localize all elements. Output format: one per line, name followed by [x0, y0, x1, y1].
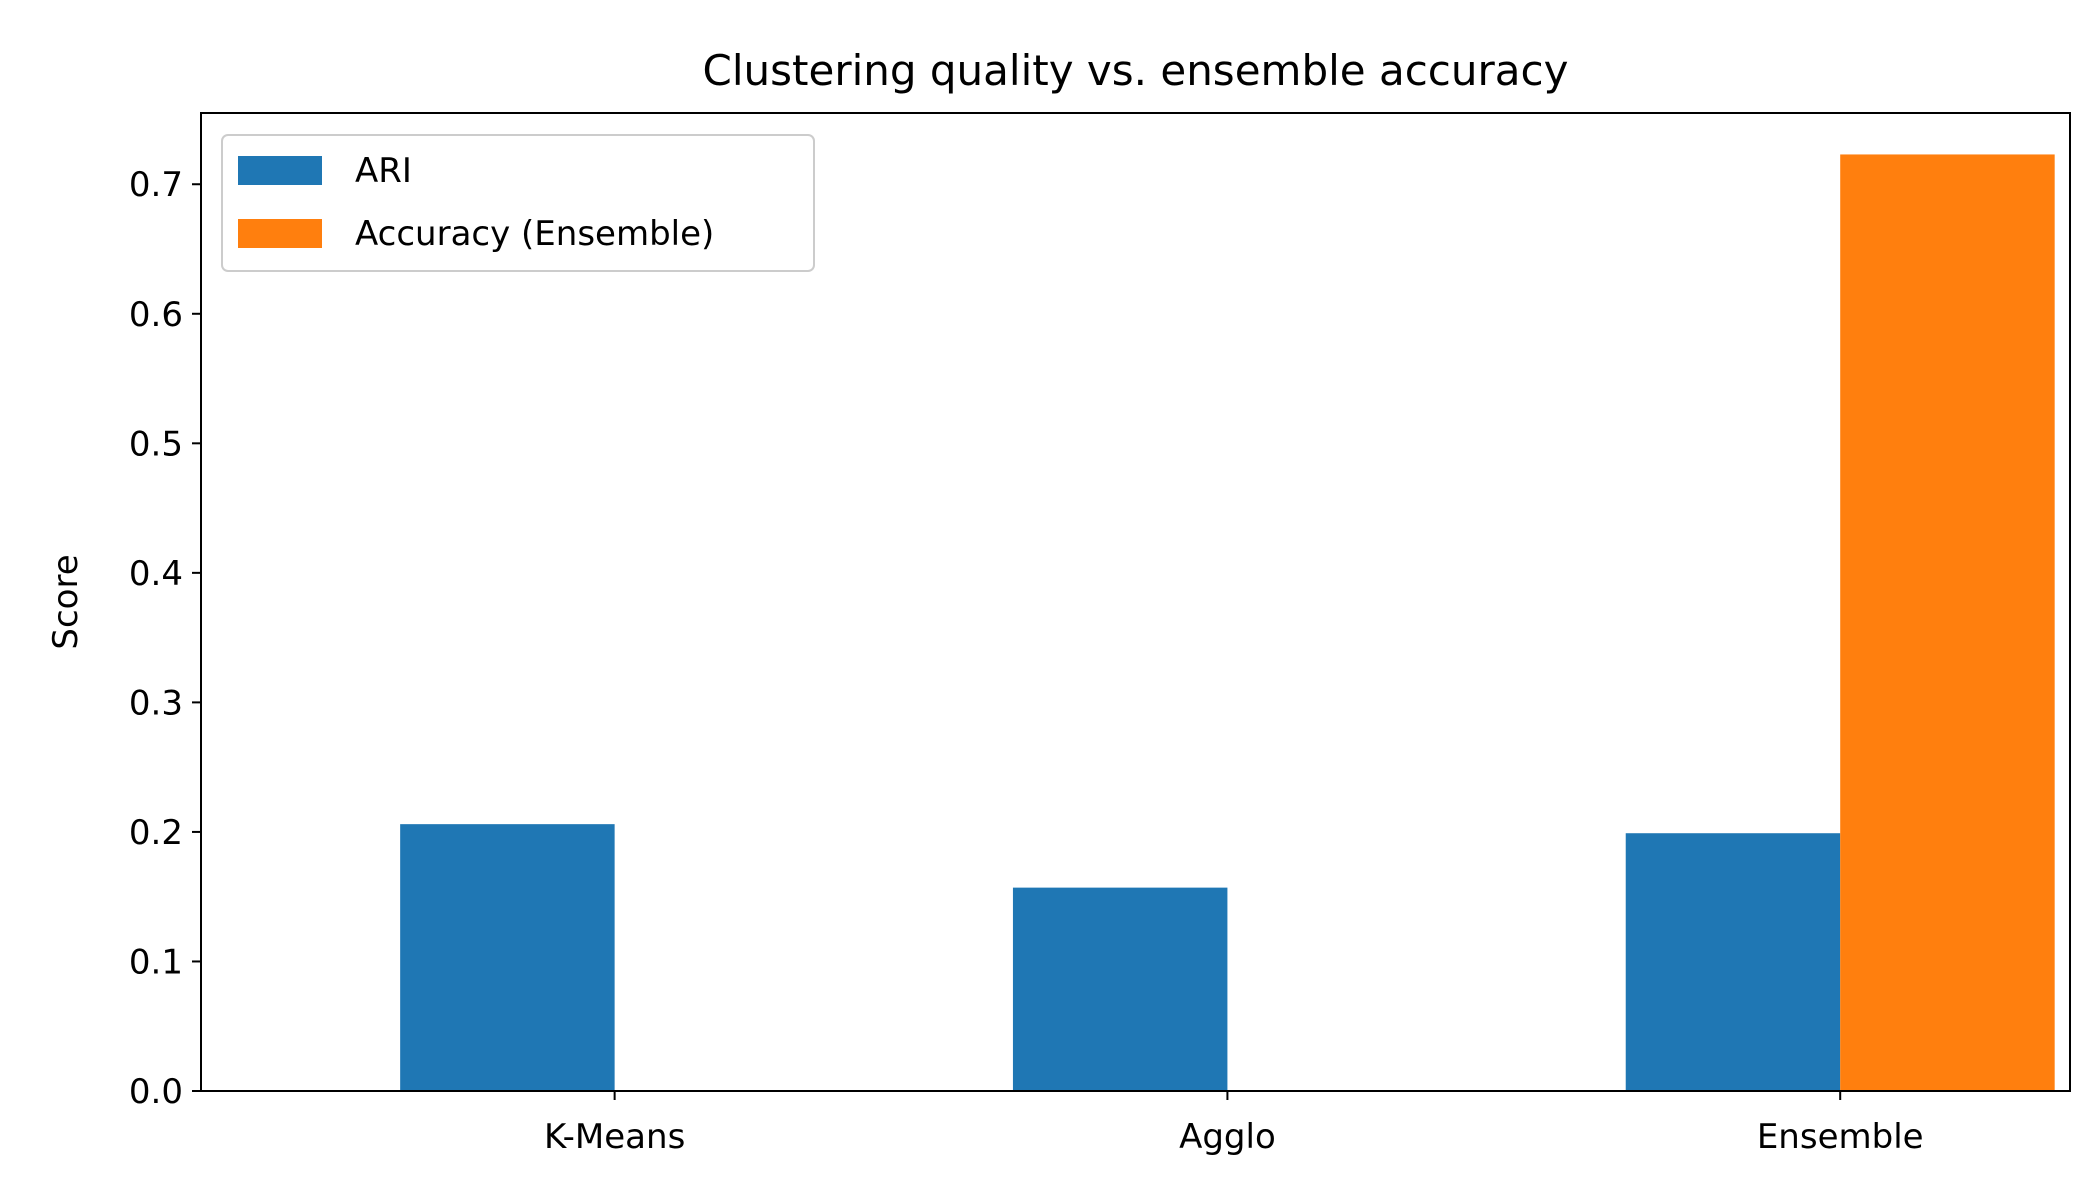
legend-swatch	[238, 156, 322, 185]
plot-frame	[200, 112, 2071, 1092]
legend-label: ARI	[355, 151, 412, 191]
bars-layer	[400, 154, 2055, 1091]
axes-layer: 0.0 0.1 0.2 0.3 0.4 0.5 0.6 0.7 K-Means Agglo Ense…	[129, 112, 2071, 1157]
bar-ari-ensemble	[1625, 833, 1841, 1091]
legend-box	[221, 134, 815, 272]
legend-label: Accuracy (Ensemble)	[355, 214, 714, 254]
legend-swatch	[238, 219, 322, 248]
y-tick-label: 0.2	[129, 813, 183, 853]
bar-ari-k-means	[400, 824, 615, 1091]
y-axis-label: Score	[46, 554, 86, 649]
y-tick-label: 0.1	[129, 942, 183, 982]
x-tick-label: Agglo	[1179, 1117, 1276, 1157]
y-tick-label: 0.6	[129, 295, 183, 335]
y-tick-label: 0.5	[129, 424, 183, 464]
x-tick-label: K-Means	[544, 1117, 685, 1157]
bar-ari-agglo	[1012, 887, 1228, 1091]
y-tick-label: 0.7	[129, 165, 183, 205]
bar-accuracy-ensemble--ensemble	[1840, 154, 2055, 1091]
y-tick-label: 0.0	[129, 1072, 183, 1112]
x-tick-label: Ensemble	[1757, 1117, 1924, 1157]
chart-title: Clustering quality vs. ensemble accuracy	[703, 46, 1569, 95]
legend: ARI Accuracy (Ensemble)	[221, 134, 815, 272]
y-tick-label: 0.4	[129, 554, 183, 594]
y-tick-label: 0.3	[129, 683, 183, 723]
